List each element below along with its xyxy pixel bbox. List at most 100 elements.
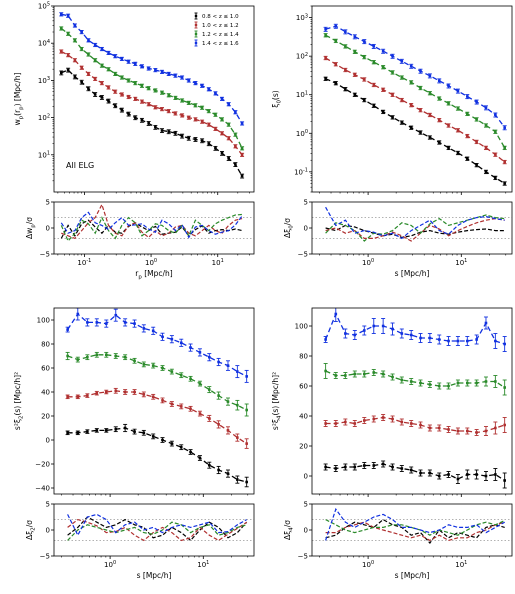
y-tick-label: 102​: [38, 113, 50, 122]
data-point: [114, 427, 118, 431]
label-text: −5: [298, 251, 308, 259]
series-4: [65, 308, 249, 383]
y-tick-label: 5: [304, 501, 308, 509]
data-point: [160, 129, 164, 132]
data-point: [180, 114, 184, 117]
label-text: [Mpc/h]: [142, 269, 173, 278]
label-text: −40: [35, 485, 50, 493]
series-3: [59, 26, 245, 151]
y-tick-label: 102​: [296, 52, 308, 61]
label-text: 0: [46, 527, 50, 535]
label-text: 60: [299, 383, 308, 391]
label-text: (s) [Mpc/h]²: [13, 372, 22, 416]
data-point: [161, 366, 164, 370]
data-point: [167, 93, 171, 97]
model-line: [325, 416, 505, 434]
y-tick-label: −5: [298, 251, 308, 259]
data-point: [100, 47, 104, 51]
data-point: [334, 422, 338, 425]
data-point: [187, 116, 191, 119]
wp-resid-plot: [60, 203, 243, 243]
series-4: [325, 507, 505, 541]
x-tick-label: 100​: [145, 258, 157, 267]
data-point: [344, 465, 347, 469]
data-point: [217, 360, 220, 364]
label-text: 10: [38, 40, 47, 48]
data-point: [409, 64, 413, 68]
label-text: /σ: [283, 218, 292, 226]
data-point: [344, 68, 347, 72]
data-point: [214, 127, 217, 131]
data-point: [140, 64, 144, 68]
data-point: [174, 112, 177, 115]
y-tick-label: −40: [35, 485, 50, 493]
data-point: [494, 176, 497, 180]
data-point: [334, 39, 338, 43]
data-point: [236, 436, 239, 439]
data-point: [95, 429, 99, 432]
data-point: [180, 134, 184, 138]
legend-point: [194, 32, 198, 36]
data-point: [466, 429, 469, 433]
data-point: [142, 393, 146, 396]
data-point: [391, 54, 394, 58]
residual-line: [325, 521, 505, 542]
data-point: [466, 157, 469, 160]
data-point: [466, 339, 469, 343]
data-point: [194, 138, 197, 141]
data-point: [428, 113, 432, 117]
data-point: [93, 77, 97, 81]
label-subscript: 4: [288, 527, 294, 531]
wp-main-frame: [53, 5, 255, 193]
data-point: [104, 390, 108, 394]
data-point: [234, 144, 237, 148]
data-point: [494, 153, 497, 156]
data-point: [419, 86, 422, 90]
label-text: 10: [296, 130, 305, 138]
label-text: −20: [35, 461, 50, 469]
y-tick-label: −5: [40, 553, 50, 561]
data-point: [362, 372, 366, 376]
data-point: [419, 69, 422, 73]
data-point: [220, 118, 224, 121]
xi4-main-panel: 0 20 40 60 80 100 s²ξ4​(s) [Mpc/h]²: [271, 307, 513, 497]
data-point: [95, 321, 99, 324]
data-point: [362, 329, 366, 332]
label-text: s [Mpc/h]: [395, 571, 430, 580]
data-point: [147, 86, 150, 90]
y-tick-label: 5: [46, 199, 50, 207]
model-line: [67, 313, 247, 377]
data-point: [344, 374, 347, 377]
data-point: [344, 45, 347, 48]
data-point: [133, 322, 136, 325]
data-point: [484, 474, 488, 478]
x-tick-label: 100​: [362, 560, 374, 569]
xi2-resid-panel: −5 0 5 100​ 101​ s [Mpc/h] Δξ2​/σ: [25, 501, 255, 580]
data-point: [245, 442, 248, 445]
data-point: [456, 151, 460, 155]
label-text: 10: [38, 77, 47, 85]
model-line: [67, 427, 247, 483]
data-point: [127, 60, 130, 63]
data-point: [437, 97, 441, 100]
data-point: [127, 112, 130, 116]
data-point: [503, 479, 506, 482]
data-point: [120, 93, 124, 96]
data-point: [334, 374, 338, 377]
series-4: [325, 206, 505, 240]
label-text: 10: [77, 259, 86, 267]
data-point: [447, 428, 450, 431]
label-text: 10: [38, 3, 47, 11]
data-point: [174, 131, 177, 135]
data-point: [80, 47, 83, 51]
x-tick-label: 101​: [197, 560, 209, 569]
data-point: [87, 87, 90, 90]
data-point: [170, 442, 174, 445]
y-tick-label: 0: [304, 473, 308, 481]
y-tick-label: 0: [304, 527, 308, 535]
data-point: [400, 59, 404, 63]
y-tick-label: 10-1​: [294, 168, 308, 177]
x-tick-label: 101​: [455, 258, 467, 267]
data-point: [409, 103, 413, 107]
data-point: [245, 408, 248, 412]
